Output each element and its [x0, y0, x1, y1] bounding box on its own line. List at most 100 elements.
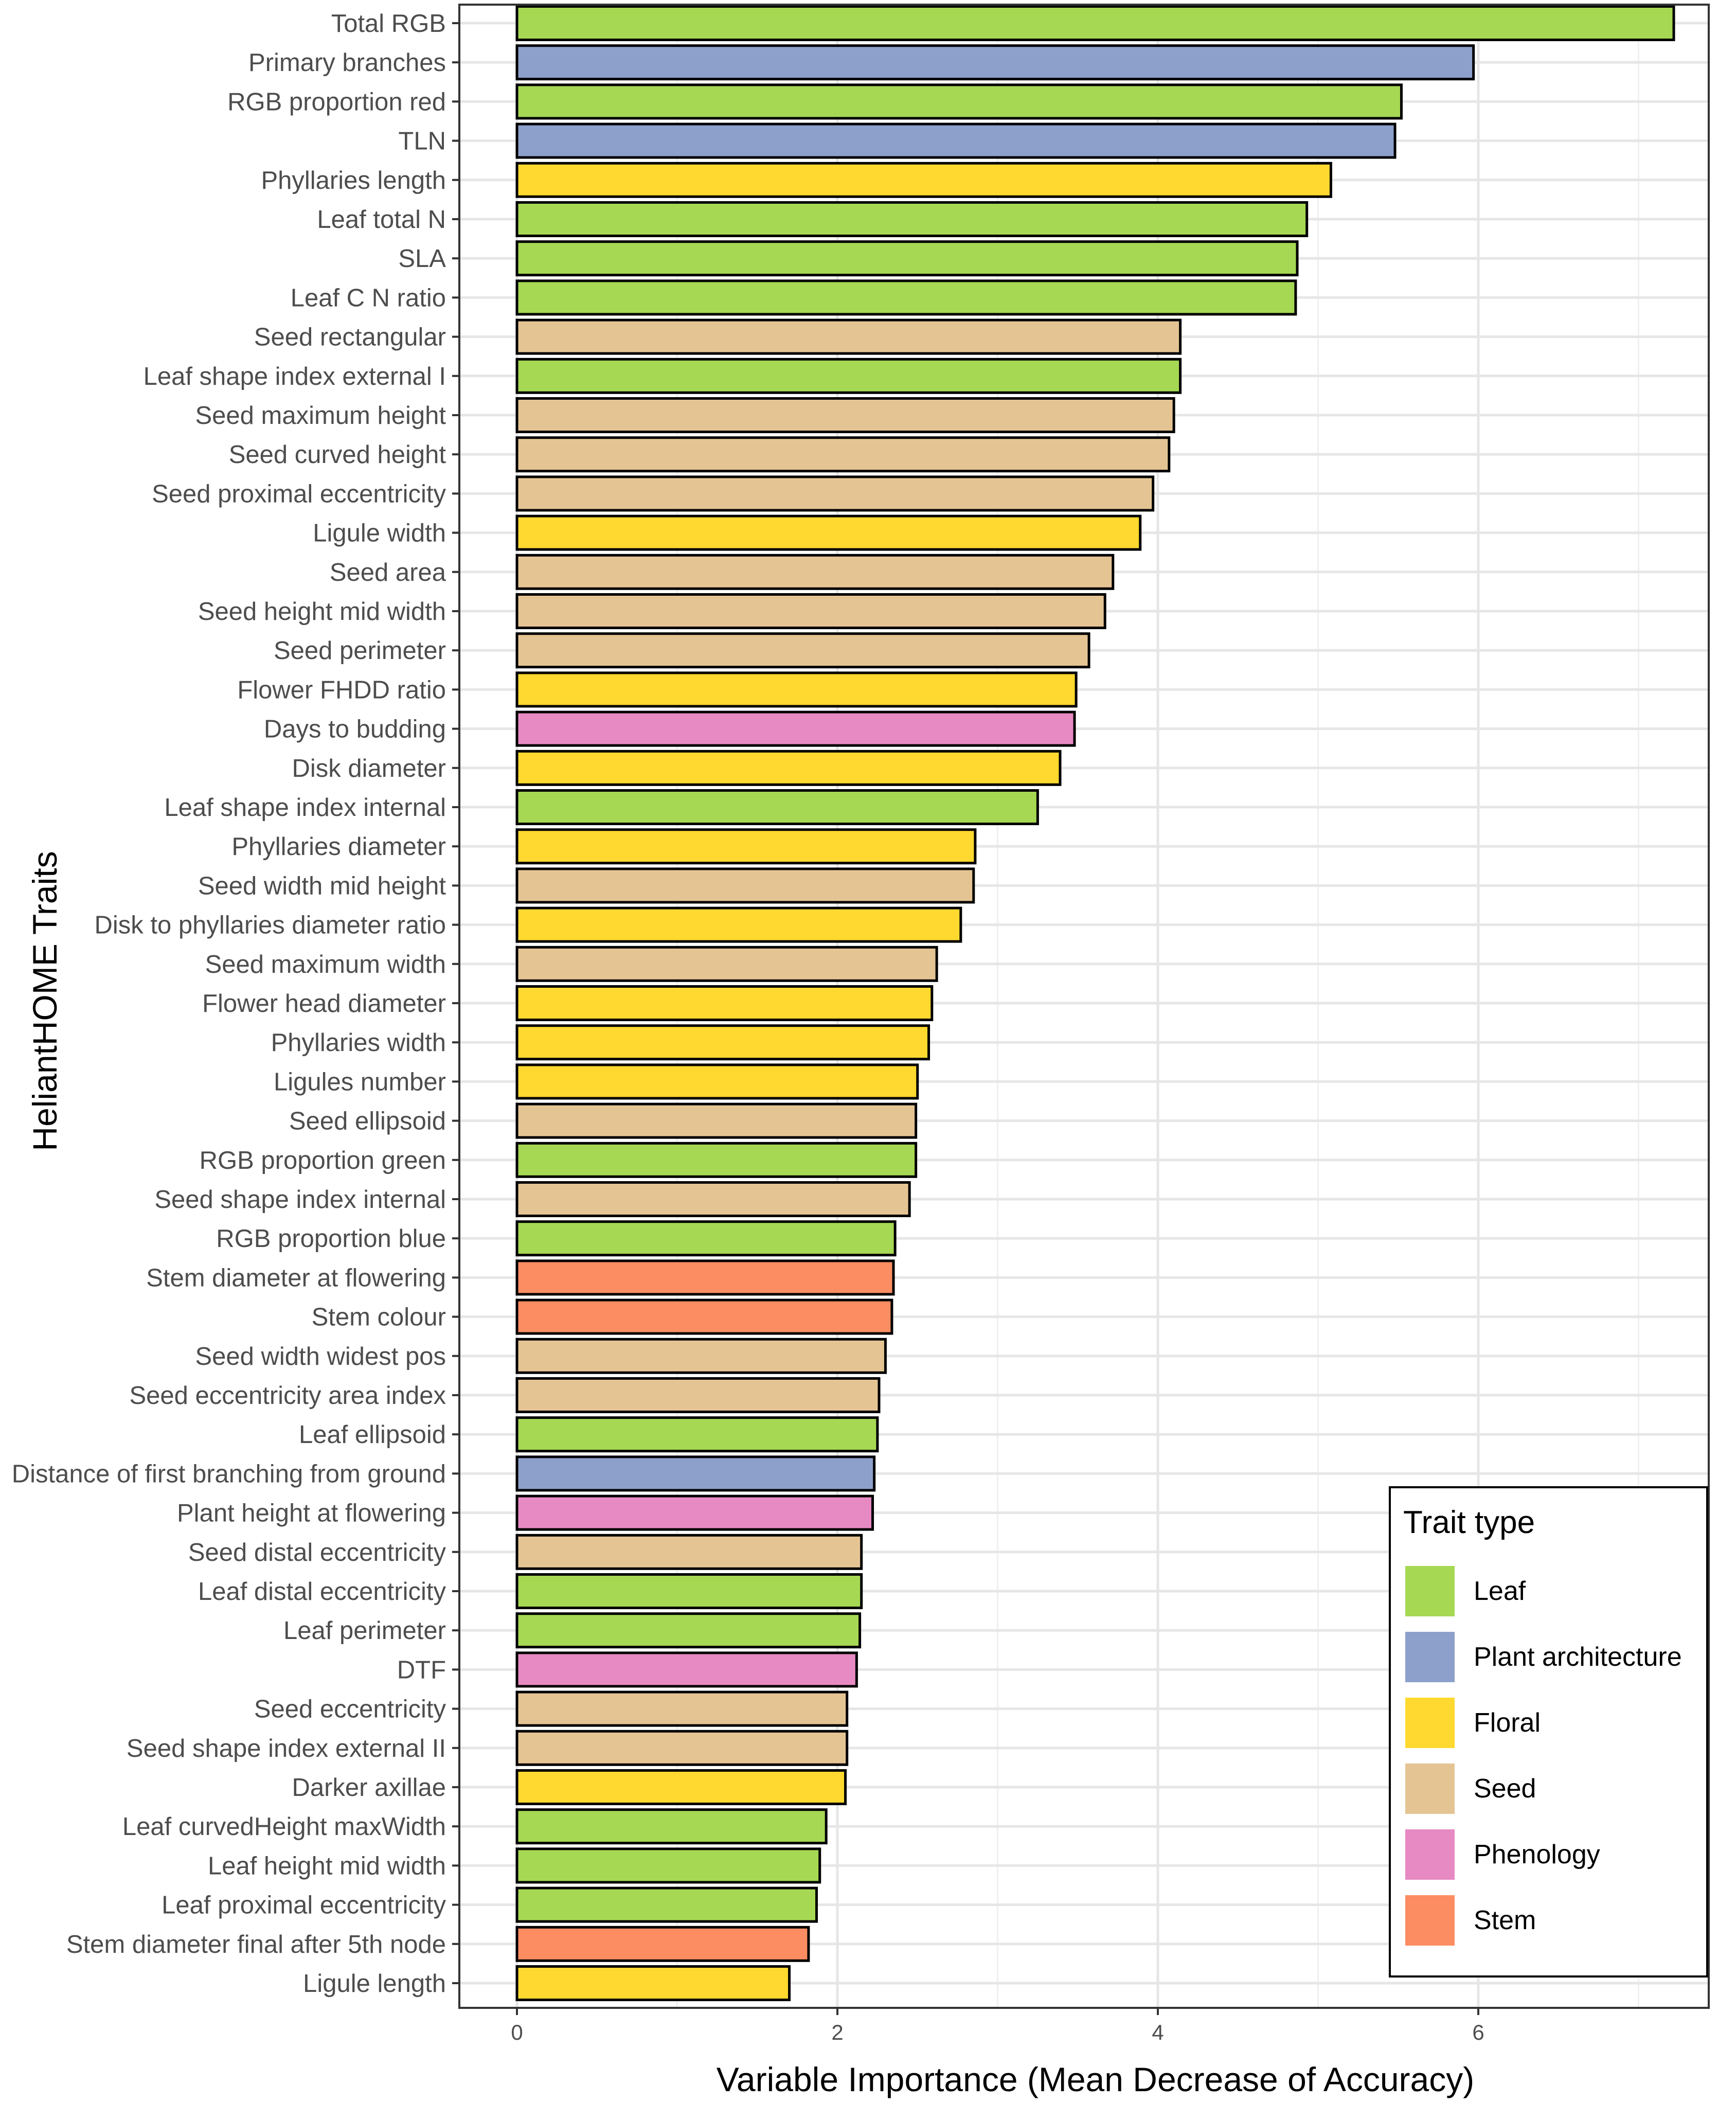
y-tick-label: Leaf C N ratio [291, 284, 446, 312]
bar [515, 946, 938, 982]
bar [515, 1181, 911, 1217]
x-axis: 0 2 4 6 [511, 2008, 1484, 2044]
y-tick-label: Leaf shape index external I [144, 363, 446, 390]
bar [515, 1416, 879, 1453]
bar [515, 475, 1155, 512]
y-tick-label: Flower head diameter [202, 990, 446, 1018]
y-tick-label: Disk to phyllaries diameter ratio [94, 912, 446, 939]
y-tick-label: Seed eccentricity area index [129, 1382, 446, 1410]
x-tick-label: 0 [511, 2020, 523, 2044]
bar [515, 867, 975, 904]
y-axis-title: HeliantHOME Traits [26, 851, 64, 1151]
y-tick-label: Leaf proximal eccentricity [162, 1892, 446, 1919]
bar [515, 985, 934, 1021]
legend-label: Stem [1474, 1905, 1536, 1935]
legend-key [1403, 1893, 1457, 1948]
y-tick-label: Distance of first branching from ground [12, 1460, 446, 1488]
bar [515, 1338, 887, 1374]
legend-label: Plant architecture [1474, 1642, 1682, 1672]
x-tick-label: 4 [1152, 2020, 1164, 2044]
y-tick-label: Leaf curvedHeight maxWidth [122, 1813, 446, 1841]
y-tick-label: Seed curved height [229, 441, 446, 469]
bar [515, 828, 977, 865]
x-tick-label: 6 [1472, 2020, 1484, 2044]
bar [515, 1455, 876, 1492]
plot-panel-border [458, 4, 1710, 2009]
bar [515, 5, 1675, 41]
y-tick-label: Stem diameter final after 5th node [66, 1931, 446, 1958]
bar [515, 1102, 918, 1139]
x-axis-title: Variable Importance (Mean Decrease of Ac… [717, 2060, 1474, 2098]
y-tick-label: Total RGB [331, 10, 446, 38]
bar [515, 1926, 810, 1962]
legend-label: Leaf [1474, 1576, 1526, 1606]
bar [515, 1534, 863, 1570]
y-tick-label: Seed maximum height [195, 402, 446, 430]
bar [515, 1651, 858, 1688]
bar [515, 1377, 881, 1413]
bar [515, 593, 1106, 629]
bar [515, 1220, 897, 1257]
y-tick-label: Seed width mid height [198, 872, 446, 900]
y-tick-label: Darker axillae [292, 1774, 446, 1802]
y-tick-label: Seed perimeter [274, 637, 446, 665]
y-tick-label: Plant height at flowering [177, 1500, 446, 1527]
y-tick-label: Ligule width [313, 520, 446, 547]
bar [515, 789, 1039, 825]
y-tick-label: Stem diameter at flowering [146, 1264, 446, 1292]
y-tick-label: Leaf shape index internal [164, 794, 446, 822]
y-tick-label: Leaf perimeter [283, 1617, 446, 1645]
y-tick-label: Seed maximum width [205, 951, 446, 978]
y-tick-label: SLA [398, 245, 446, 273]
y-tick-label: Primary branches [248, 49, 446, 77]
bar [515, 1965, 791, 2001]
y-tick-label: Flower FHDD ratio [237, 676, 446, 704]
x-tick-label: 2 [831, 2020, 843, 2044]
bar [515, 671, 1078, 708]
bar [515, 1730, 849, 1766]
y-tick-label: Seed proximal eccentricity [152, 480, 446, 508]
bar [515, 436, 1171, 473]
bar [515, 83, 1403, 120]
bar [515, 397, 1175, 433]
bar [515, 1808, 828, 1845]
bar [515, 201, 1309, 237]
bar [515, 1298, 893, 1335]
bar [515, 1259, 895, 1296]
y-tick-label: RGB proportion red [227, 88, 446, 116]
legend: Trait type Leaf Plant architecture Floral S… [1389, 1486, 1708, 1978]
y-tick-label: Seed ellipsoid [289, 1108, 446, 1135]
y-tick-label: Phyllaries diameter [231, 833, 446, 861]
bar [515, 1024, 930, 1061]
bar [515, 1494, 874, 1531]
bar [515, 1769, 847, 1805]
y-tick-label: Seed shape index internal [154, 1186, 446, 1214]
y-tick-label: Ligule length [303, 1970, 446, 1998]
y-tick-label: Stem colour [312, 1304, 446, 1331]
bar [515, 1063, 919, 1100]
bar [515, 906, 962, 943]
bar [515, 1847, 821, 1884]
y-tick-label: Phyllaries length [261, 167, 446, 194]
y-tick-label: Seed height mid width [198, 598, 446, 626]
legend-label: Floral [1474, 1708, 1541, 1738]
bar [515, 1573, 863, 1609]
legend-title: Trait type [1403, 1505, 1535, 1540]
y-tick-label: Disk diameter [292, 755, 446, 782]
bar [515, 1142, 918, 1178]
bar [515, 1612, 862, 1649]
y-tick-label: Ligules number [274, 1068, 446, 1096]
bar [515, 279, 1297, 316]
legend-label: Phenology [1474, 1840, 1600, 1869]
bar [515, 710, 1076, 747]
bar [515, 122, 1397, 159]
y-tick-label: Seed rectangular [254, 324, 446, 351]
bar [515, 554, 1115, 590]
y-axis: Total RGB Primary branches RGB proportion … [12, 10, 459, 1998]
bar [515, 358, 1182, 394]
y-tick-label: Seed eccentricity [254, 1696, 446, 1723]
legend-label: Seed [1474, 1774, 1536, 1804]
legend-key [1403, 1696, 1457, 1750]
